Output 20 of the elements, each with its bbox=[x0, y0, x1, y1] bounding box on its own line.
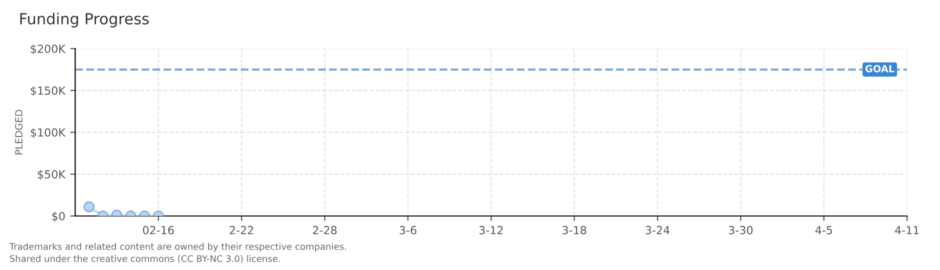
x-tick-label: 3-24 bbox=[646, 226, 670, 234]
x-tick-label: 2-22 bbox=[230, 226, 254, 234]
x-tick-label: 4-5 bbox=[815, 226, 832, 234]
x-tick-label: 2-28 bbox=[312, 226, 337, 234]
x-tick-label: 3-30 bbox=[728, 226, 753, 234]
ref-line-label: GOAL bbox=[865, 64, 894, 72]
y-tick-label: $0 bbox=[52, 212, 65, 222]
chart-title: Funding Progress bbox=[20, 12, 149, 28]
y-tick-label: $150K bbox=[30, 86, 66, 96]
x-tick-label: 02-16 bbox=[142, 226, 174, 234]
x-tick-label: 3-6 bbox=[400, 226, 416, 234]
x-tick-label: 3-12 bbox=[479, 226, 503, 234]
text: Trademarks and related content are owned by their respective companies. bbox=[9, 242, 346, 252]
x-tick-label: 3-18 bbox=[562, 226, 586, 234]
y-tick-label: $100K bbox=[30, 128, 66, 138]
text: Shared under the creative commons (CC BY-NC 3.0) license. bbox=[10, 255, 280, 264]
y-axis-title: PLEDGED bbox=[15, 110, 22, 154]
y-tick-label: $200K bbox=[30, 44, 66, 54]
y-tick-label: $50K bbox=[38, 170, 66, 180]
x-tick-label: 4-11 bbox=[895, 226, 919, 234]
